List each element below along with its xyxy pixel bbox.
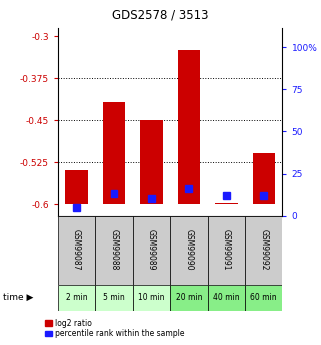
Bar bbox=[95, 285, 133, 310]
Text: 10 min: 10 min bbox=[138, 293, 165, 302]
Legend: log2 ratio, percentile rank within the sample: log2 ratio, percentile rank within the s… bbox=[42, 316, 188, 341]
Text: 5 min: 5 min bbox=[103, 293, 125, 302]
Bar bbox=[170, 216, 208, 285]
Bar bbox=[178, 50, 200, 204]
Bar bbox=[110, 190, 117, 197]
Bar bbox=[245, 216, 282, 285]
Bar bbox=[65, 170, 88, 204]
Text: GSM99087: GSM99087 bbox=[72, 229, 81, 271]
Text: GSM99089: GSM99089 bbox=[147, 229, 156, 271]
Text: GSM99090: GSM99090 bbox=[184, 229, 193, 271]
Bar bbox=[253, 153, 275, 204]
Bar bbox=[170, 285, 208, 310]
Text: GSM99088: GSM99088 bbox=[109, 229, 118, 271]
Text: 20 min: 20 min bbox=[176, 293, 202, 302]
Bar bbox=[245, 285, 282, 310]
Text: time ▶: time ▶ bbox=[3, 293, 34, 302]
Bar bbox=[208, 216, 245, 285]
Bar bbox=[186, 185, 192, 192]
Bar bbox=[95, 216, 133, 285]
Bar bbox=[148, 195, 155, 202]
Text: GSM99092: GSM99092 bbox=[259, 229, 268, 271]
Bar bbox=[208, 285, 245, 310]
Bar bbox=[140, 120, 163, 204]
Bar bbox=[260, 192, 267, 199]
Bar bbox=[103, 102, 125, 204]
Text: 2 min: 2 min bbox=[66, 293, 87, 302]
Bar bbox=[133, 285, 170, 310]
Text: GSM99091: GSM99091 bbox=[222, 229, 231, 271]
Bar bbox=[215, 203, 238, 204]
Text: 40 min: 40 min bbox=[213, 293, 239, 302]
Bar bbox=[133, 216, 170, 285]
Text: GDS2578 / 3513: GDS2578 / 3513 bbox=[112, 9, 209, 22]
Bar bbox=[223, 192, 230, 199]
Text: 60 min: 60 min bbox=[250, 293, 277, 302]
Bar bbox=[73, 204, 80, 210]
Bar bbox=[58, 216, 95, 285]
Bar bbox=[58, 285, 95, 310]
